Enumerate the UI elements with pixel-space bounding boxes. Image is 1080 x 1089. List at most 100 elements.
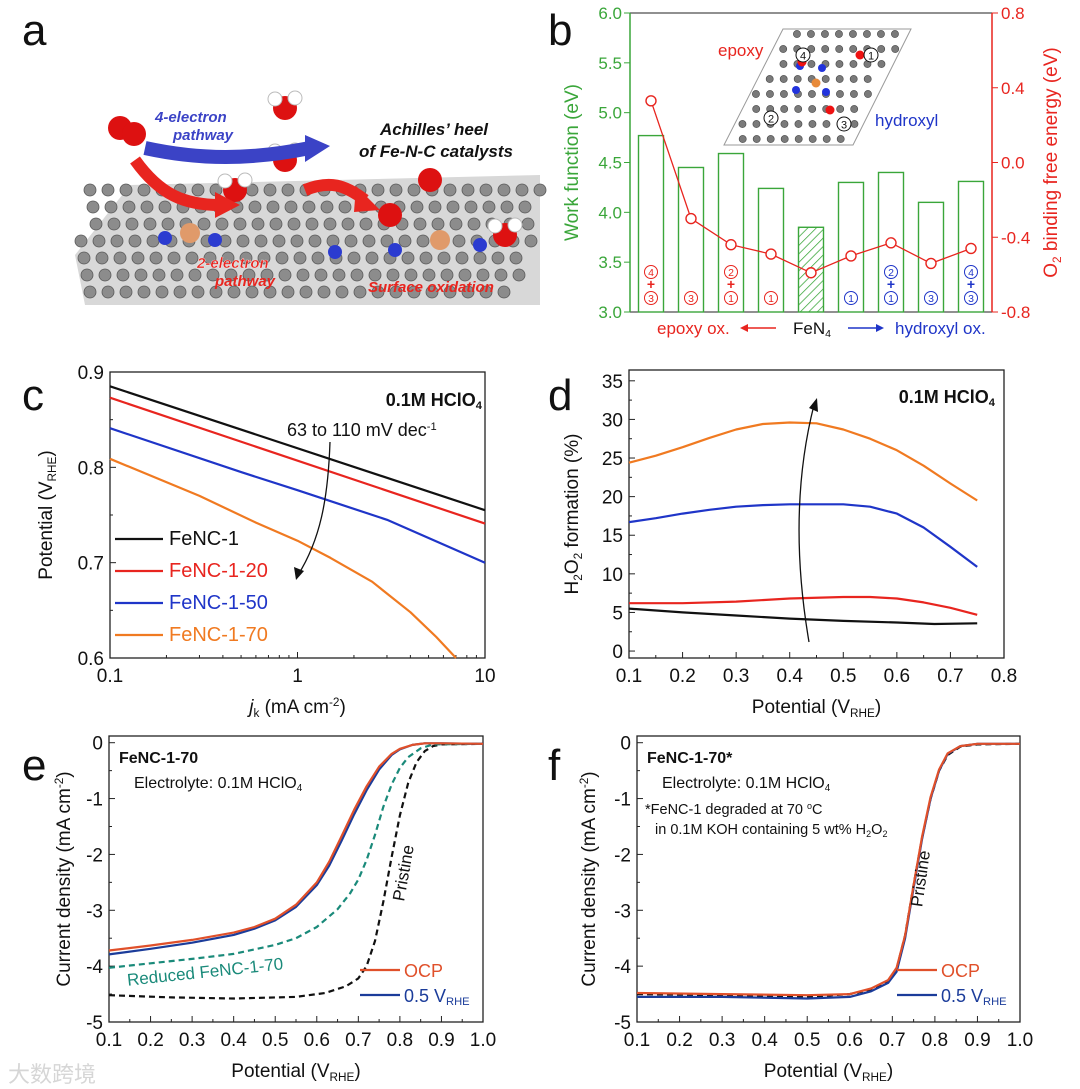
carbon-atom-icon: [835, 45, 844, 53]
two-electron-label: 2-electron: [196, 255, 269, 272]
y-tick-label: 25: [602, 449, 623, 470]
series-line-fenc-1-20: [109, 396, 486, 525]
carbon-atom-icon: [407, 183, 421, 197]
carbon-atom-icon: [533, 183, 547, 197]
carbon-atom-icon: [835, 75, 844, 83]
carbon-atom-icon: [119, 285, 133, 299]
carbon-atom-icon: [473, 251, 487, 265]
carbon-atom-icon: [877, 45, 886, 53]
carbon-atom-icon: [863, 75, 872, 83]
oxygen-atom-icon: [378, 203, 402, 227]
y-tick-label: -5: [86, 1013, 103, 1034]
hydroxyl-label: hydroxyl: [875, 111, 938, 130]
carbon-atom-icon: [209, 285, 223, 299]
hydrogen-atom-icon: [487, 218, 503, 234]
x-tick-label: 0.8: [922, 1030, 948, 1051]
carbon-atom-icon: [479, 183, 493, 197]
y-axis-label-part: H: [562, 581, 583, 595]
y-tick-label: 0: [92, 734, 103, 755]
nitrogen-atom-icon: [328, 245, 342, 259]
carbon-atom-icon: [161, 217, 175, 231]
carbon-atom-icon: [92, 234, 106, 248]
x-tick-label: 0.7: [879, 1030, 905, 1051]
carbon-atom-icon: [416, 234, 430, 248]
carbon-atom-icon: [353, 285, 367, 299]
work-function-bar: [677, 166, 705, 313]
x-axis-label-part: k: [253, 707, 259, 720]
carbon-atom-icon: [233, 217, 247, 231]
carbon-atom-icon: [500, 200, 514, 214]
x-axis-label: Potential (VRHE): [764, 1061, 893, 1084]
carbon-atom-icon: [752, 105, 761, 113]
x-axis-label-part: RHE: [330, 1071, 355, 1084]
slope-annotation-part: -1: [427, 421, 437, 433]
y-tick-label: -3: [86, 901, 103, 922]
carbon-atom-icon: [464, 200, 478, 214]
site-marker-icon: [964, 291, 978, 305]
carbon-atom-icon: [362, 234, 376, 248]
pristine-curve-label: Pristine: [907, 849, 934, 908]
y-axis-label: Current density (mA cm-2): [578, 771, 600, 986]
structure-inset: 1 2 3 4 epoxy hydroxyl: [718, 28, 938, 146]
y-tick-label: 30: [602, 410, 623, 431]
carbon-atom-icon: [850, 105, 859, 113]
carbon-atom-icon: [308, 234, 322, 248]
electrolyte-label: Electrolyte: 0.1M HClO4: [662, 775, 831, 794]
panel-label-a: a: [22, 6, 47, 55]
right-arrow-head-icon: [876, 324, 884, 332]
y-tick-label: 0.8: [78, 458, 104, 479]
carbon-atom-icon: [254, 234, 268, 248]
hydrogen-atom-icon: [237, 172, 253, 188]
site-number: 4: [800, 51, 806, 63]
four-electron-arrow: [143, 141, 312, 164]
carbon-atom-icon: [173, 285, 187, 299]
two-electron-arrow-1: [130, 156, 221, 211]
carbon-atom-icon: [780, 120, 789, 128]
series-line-fenc-1-20: [629, 595, 978, 616]
x-tick-label: 0.2: [666, 1030, 692, 1051]
carbon-atom-icon: [779, 60, 788, 68]
arrow-head-icon: [305, 135, 330, 162]
panel-c: 0.1 1 100.60.70.80.9jk (mA cm-2)Potential …: [36, 363, 496, 720]
carbon-atom-icon: [236, 234, 250, 248]
x-tick-label: 0.6: [837, 1030, 863, 1051]
site-number: 1: [728, 293, 734, 305]
carbon-atom-icon: [119, 183, 133, 197]
oxygen-atom-icon: [825, 105, 835, 115]
x-tick-label: 0.1: [96, 1030, 122, 1051]
site-number: 1: [868, 51, 874, 63]
x-tick-label: 10: [474, 666, 495, 687]
electrolyte-label-part: Electrolyte: 0.1M HClO: [134, 775, 297, 792]
y-tick-label: 4.5: [598, 154, 622, 173]
condition-label-part: 0.1M HClO: [386, 390, 476, 410]
y2-tick-label: 0.4: [1001, 79, 1025, 98]
carbon-atom-icon: [104, 200, 118, 214]
carbon-atom-icon: [752, 120, 761, 128]
carbon-atom-icon: [766, 135, 775, 143]
carbon-atom-icon: [849, 75, 858, 83]
carbon-atom-icon: [89, 217, 103, 231]
y-axis-label-part: ): [36, 450, 57, 456]
plus-sign: +: [967, 276, 975, 292]
y2-tick-label: -0.4: [1001, 228, 1030, 247]
degradation-note-part: o: [807, 801, 812, 811]
y-tick-label: 5.0: [598, 104, 622, 123]
carbon-atom-icon: [835, 60, 844, 68]
carbon-atom-icon: [224, 268, 238, 282]
x-tick-label: 0.1: [624, 1030, 650, 1051]
condition-label-part: 0.1M HClO: [899, 387, 989, 407]
carbon-atom-icon: [170, 268, 184, 282]
carbon-atom-icon: [835, 30, 843, 38]
illustration-title: Achilles’ heel: [379, 120, 489, 139]
carbon-atom-icon: [302, 200, 316, 214]
y-tick-label: 15: [602, 526, 623, 547]
plus-sign: +: [887, 276, 895, 292]
x-tick-label: 0.9: [964, 1030, 990, 1051]
y-axis-label-part: formation (%): [562, 434, 583, 553]
carbon-atom-icon: [404, 268, 418, 282]
carbon-atom-icon: [191, 183, 205, 197]
plus-sign: +: [647, 276, 655, 292]
slope-annotation-part: 63 to 110 mV dec: [287, 420, 427, 440]
carbon-atom-icon: [808, 135, 817, 143]
carbon-atom-icon: [83, 285, 97, 299]
